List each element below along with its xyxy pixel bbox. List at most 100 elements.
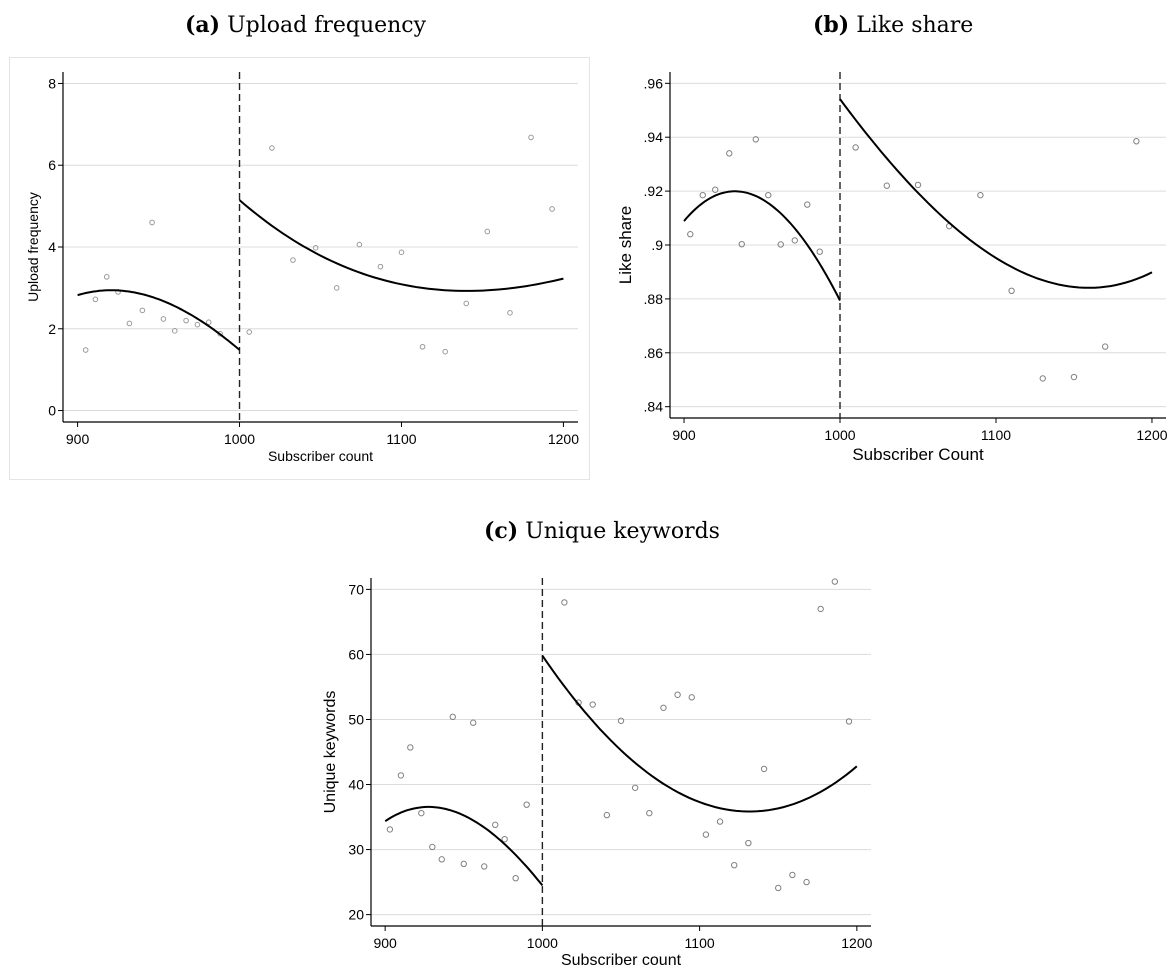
panel-b-y-tick-label: .88: [644, 291, 664, 307]
panel-c-y-tick-label: 70: [348, 581, 364, 597]
panel-a-data-point: [82, 347, 89, 353]
panel-b-x-tick-label: 900: [672, 427, 696, 443]
panel-a-data-point: [463, 300, 470, 307]
panel-a-data-point: [484, 228, 491, 235]
panel-b-x-tick-label: 1000: [824, 427, 855, 443]
panel-b-data-point: [699, 191, 706, 199]
panel-a-data-point: [442, 348, 449, 355]
panel-c-data-point: [646, 809, 653, 817]
panel-a-x-tick-label: 1100: [386, 431, 416, 447]
panel-b-data-point: [816, 248, 823, 255]
panel-b-title: (b) Like share: [813, 12, 973, 38]
panel-c-data-point: [775, 884, 782, 892]
panel-c-data-point: [386, 826, 394, 833]
panel-c-data-point: [407, 744, 414, 751]
panel-c-fit-left-curve: [384, 805, 544, 887]
panel-b-label: (b): [813, 12, 850, 38]
panel-c-x-tick-label: 1100: [685, 935, 715, 951]
panel-b-data-point: [1133, 138, 1140, 145]
panel-c-data-point: [745, 839, 752, 847]
panel-a-title: (a) Upload frequency: [185, 12, 426, 38]
panel-a-fit-right-curve: [238, 199, 564, 292]
panel-a-data-point: [160, 316, 167, 322]
panel-b-data-point: [738, 240, 745, 248]
panel-b-data-point: [765, 191, 772, 199]
panel-c-data-point: [803, 878, 810, 886]
panel-a-data-point: [246, 329, 253, 335]
panel-a-data-point: [333, 285, 340, 291]
panel-c-y-tick-label: 50: [348, 711, 364, 727]
panel-a-data-point: [312, 245, 319, 251]
panel-c-chart: 20 30 40 50 60 70 900 1000 1100 1200 Subscriber co…: [322, 578, 873, 969]
panel-c-data-point: [512, 874, 519, 882]
panel-a-data-point: [149, 219, 155, 226]
panel-a-data-point: [171, 328, 178, 334]
panel-b-x-tick-label: 1100: [981, 427, 1011, 443]
panel-a-data-point: [183, 317, 189, 324]
panel-c-data-point: [397, 772, 405, 779]
panel-c-data-point: [418, 809, 425, 817]
panel-b-data-point: [777, 241, 784, 248]
panel-b-y-tick-label: .84: [644, 399, 664, 415]
panel-c-title-text: Unique keywords: [525, 519, 720, 544]
panel-b-title-text: Like share: [856, 13, 974, 38]
panel-a-chart: 0 2 4 6 8 900 1000 1100 1200 Subscriber count Uplo…: [25, 72, 579, 464]
panel-c-data-point: [674, 691, 681, 698]
panel-b-data-point: [804, 201, 811, 208]
panel-b-x-tick-label: 1200: [1136, 427, 1167, 443]
panel-b-data-point: [977, 191, 984, 199]
panel-c-title: (c) Unique keywords: [484, 518, 720, 544]
panel-b-data-point: [687, 231, 694, 238]
panel-b-data-point: [752, 136, 759, 143]
panel-a-y-tick-label: 8: [48, 75, 56, 91]
panel-b-fit-left-curve: [683, 190, 841, 301]
panel-b-y-tick-label: .9: [651, 237, 663, 253]
panel-c-data-point: [789, 871, 796, 879]
panel-c-data-point: [617, 717, 625, 724]
panel-a-y-tick-label: 4: [48, 239, 56, 255]
panel-b-y-tick-label: .96: [644, 75, 664, 91]
panel-c-y-tick-label: 30: [348, 842, 364, 858]
panel-a-y-tick-label: 0: [48, 403, 56, 419]
panel-c-data-point: [817, 605, 824, 613]
panel-c-data-point: [492, 821, 499, 829]
panel-a-data-point: [92, 296, 99, 303]
panel-c-data-point: [429, 843, 436, 851]
panel-a-data-point: [194, 321, 201, 328]
panel-a-x-axis-label: Subscriber count: [268, 448, 373, 464]
panel-b-y-axis-label: Like share: [616, 206, 635, 284]
panel-c-data-point: [845, 718, 853, 725]
panel-c-y-tick-label: 40: [348, 777, 364, 793]
panel-b-data-point: [914, 181, 922, 189]
panel-a-data-point: [205, 319, 212, 326]
panel-a-data-point: [126, 320, 133, 327]
panel-c-data-point: [589, 701, 596, 708]
panel-a-data-point: [290, 257, 296, 263]
panel-c-data-point: [470, 719, 477, 726]
panel-a-y-tick-label: 2: [48, 321, 56, 337]
panel-a-x-tick-label: 1000: [224, 431, 255, 447]
panel-c-data-point: [449, 713, 456, 721]
panel-c-data-point: [731, 861, 738, 869]
panel-c-data-point: [631, 784, 639, 791]
panel-a-data-point: [103, 274, 110, 280]
panel-a-y-axis-label: Upload frequency: [25, 192, 41, 302]
panel-c-label: (c): [484, 518, 519, 544]
panel-c-data-point: [561, 599, 568, 606]
panel-c-y-tick-label: 60: [348, 646, 364, 662]
panel-c-data-point: [760, 765, 768, 773]
panel-c-data-point: [831, 578, 839, 585]
panel-b-data-point: [726, 150, 733, 157]
panel-a-x-tick-label: 1200: [548, 431, 579, 447]
panel-b-data-point: [883, 182, 891, 189]
panel-c-x-tick-label: 900: [373, 935, 397, 951]
panel-a-data-point: [549, 206, 555, 212]
panel-c-y-tick-label: 20: [348, 907, 364, 923]
panel-c-data-point: [460, 860, 467, 868]
panel-a-data-point: [269, 145, 275, 151]
panel-c-fit-right-curve: [541, 655, 858, 813]
panel-b-data-point: [712, 186, 719, 193]
panel-a-data-point: [419, 343, 426, 350]
panel-a-y-tick-label: 6: [48, 157, 56, 173]
